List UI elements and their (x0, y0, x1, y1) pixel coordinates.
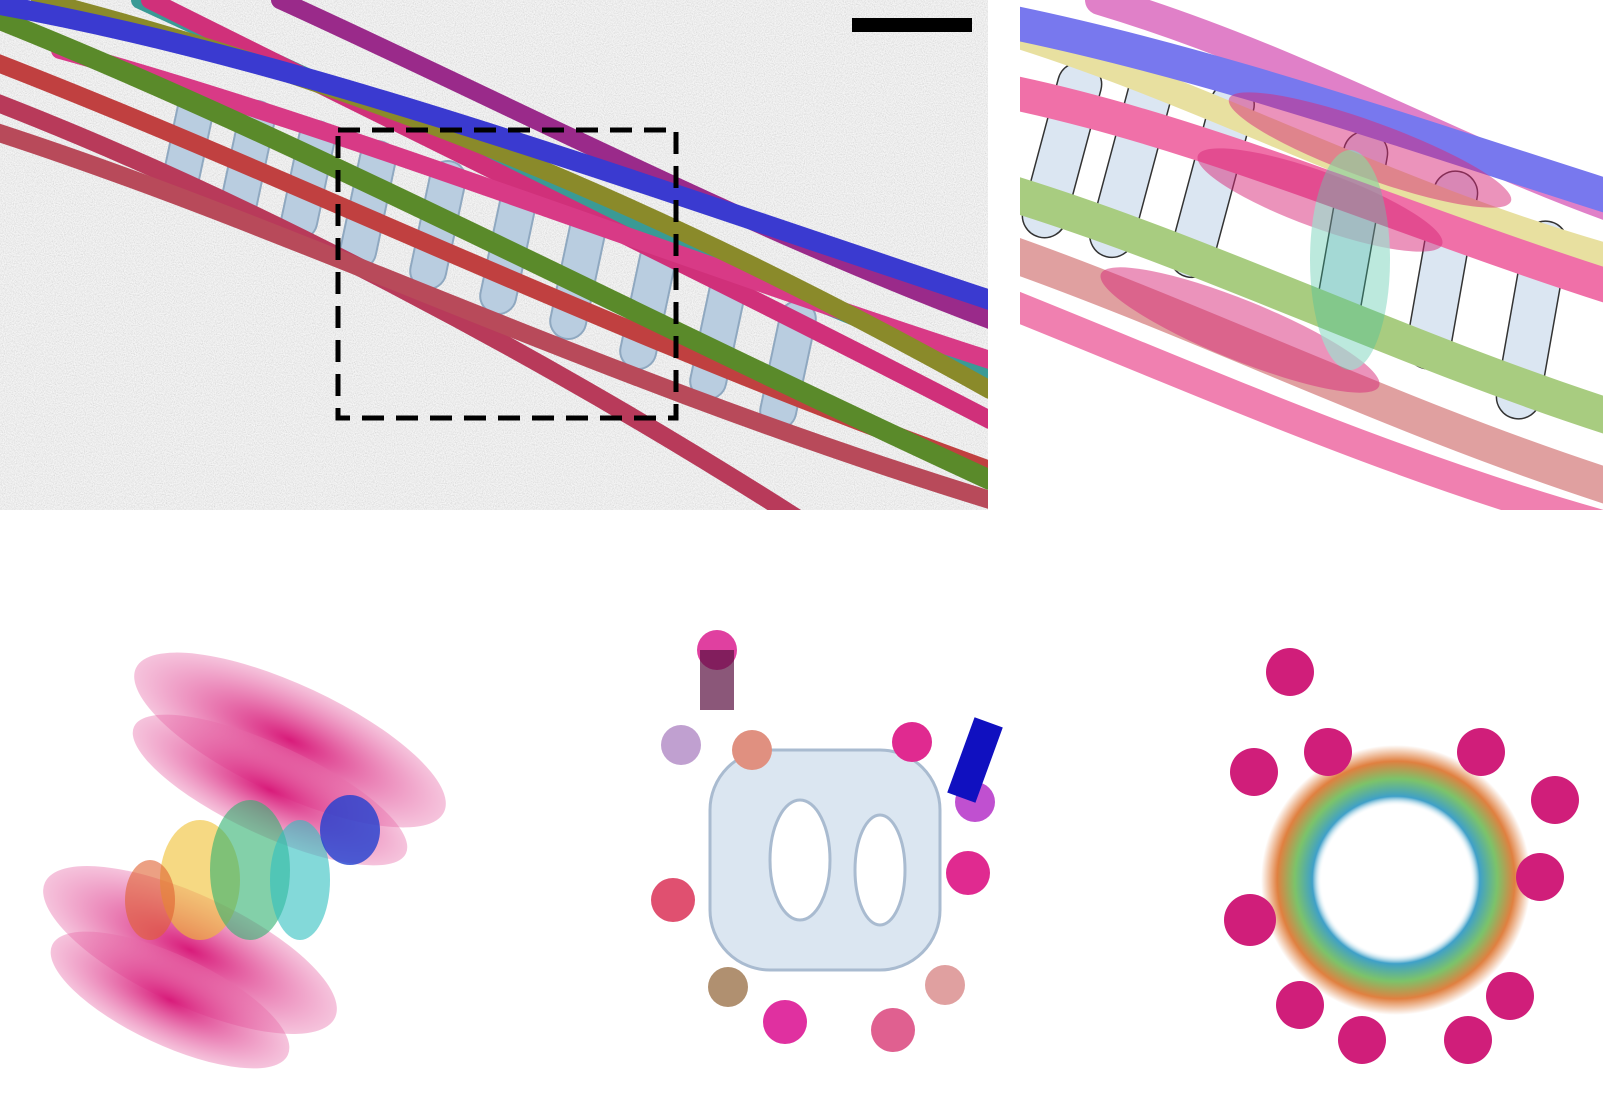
scale-bar (852, 18, 972, 32)
outer-densities (1224, 648, 1579, 1064)
panel-zoom (1020, 0, 1603, 510)
fitted-densities (1100, 92, 1512, 393)
oblique-view (651, 630, 1003, 1052)
cylinders (651, 630, 1003, 1052)
panel-tomogram (0, 0, 988, 510)
zoom-box (335, 127, 679, 421)
filaments (0, 0, 988, 510)
top-view (1224, 648, 1579, 1064)
side-view (43, 652, 446, 1069)
